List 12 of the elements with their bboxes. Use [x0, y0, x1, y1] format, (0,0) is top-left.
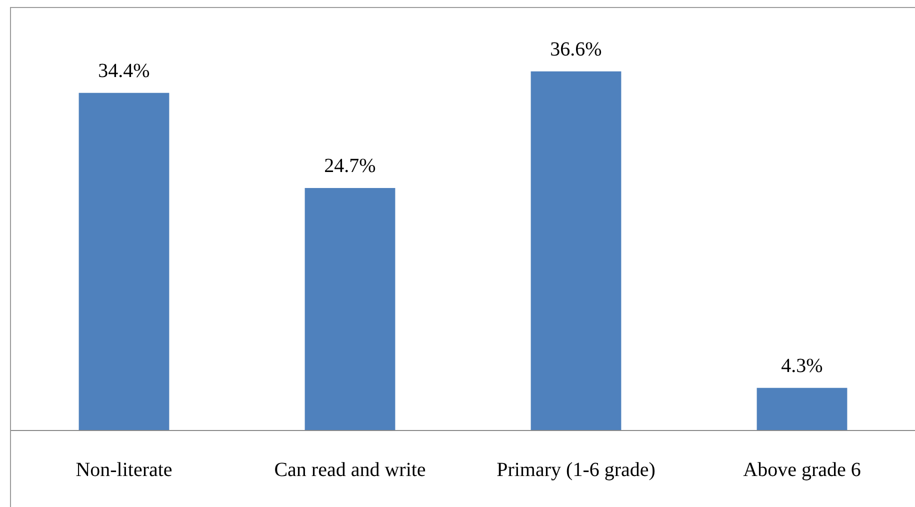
x-tick-label: Can read and write — [274, 459, 426, 481]
x-tick-label: Primary (1-6 grade) — [496, 459, 656, 481]
data-label: 36.6% — [550, 38, 602, 60]
data-label: 4.3% — [781, 354, 823, 377]
data-label: 34.4% — [98, 60, 150, 82]
x-tick-label: Above grade 6 — [743, 459, 861, 481]
bar — [530, 71, 622, 430]
bar — [304, 188, 396, 430]
bar — [756, 388, 848, 430]
data-label: 24.7% — [324, 154, 376, 177]
bar — [78, 92, 170, 430]
x-tick-label: Non-literate — [76, 459, 172, 481]
